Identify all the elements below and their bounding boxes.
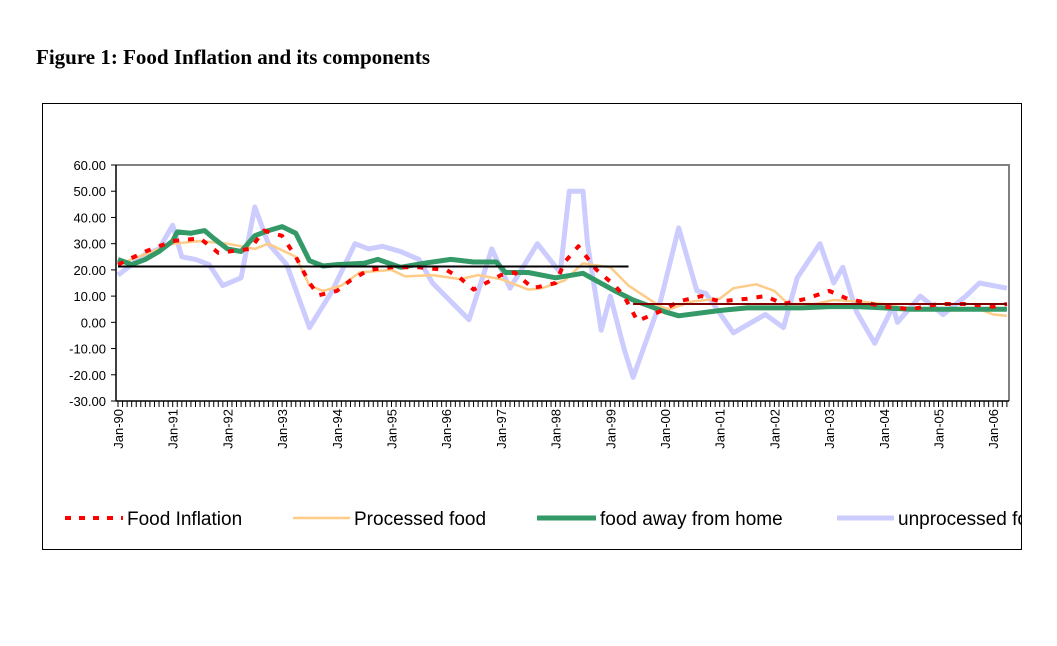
y-tick-label: 30.00 <box>73 237 106 252</box>
y-tick-label: -20.00 <box>69 368 106 383</box>
series-line-food-away-from-home <box>117 224 1007 319</box>
x-tick-label: Jan-97 <box>494 409 509 449</box>
x-tick-label: Jan-92 <box>220 409 235 449</box>
y-tick-label: -10.00 <box>69 342 106 357</box>
legend-label: Processed food <box>354 509 486 530</box>
x-tick-label: Jan-91 <box>166 409 181 449</box>
x-tick-label: Jan-02 <box>767 409 782 449</box>
y-tick-label: 20.00 <box>73 263 106 278</box>
series-line-food-inflation <box>117 228 1008 323</box>
chart-frame <box>42 103 1022 550</box>
x-tick-label: Jan-95 <box>385 409 400 449</box>
x-tick-label: Jan-98 <box>549 409 564 449</box>
x-tick-label: Jan-94 <box>330 409 345 449</box>
y-tick-label: 10.00 <box>73 289 106 304</box>
y-tick-label: 60.00 <box>73 158 106 173</box>
x-tick-label: Jan-03 <box>822 409 837 449</box>
legend-label: Food Inflation <box>127 509 242 530</box>
x-tick-label: Jan-93 <box>275 409 290 449</box>
x-tick-label: Jan-06 <box>986 409 1001 449</box>
series-line-unprocessed-food <box>116 188 1008 380</box>
y-tick-label: -30.00 <box>69 394 106 409</box>
y-tick-label: 50.00 <box>73 184 106 199</box>
plot-area-border <box>116 164 1010 401</box>
legend-label: unprocessed fo <box>898 509 1028 530</box>
x-tick-label: Jan-05 <box>932 409 947 449</box>
x-tick-label: Jan-99 <box>603 409 618 449</box>
legend-label: food away from home <box>600 509 783 530</box>
y-tick-label: 0.00 <box>81 315 106 330</box>
x-tick-label: Jan-96 <box>439 409 454 449</box>
x-tick-label: Jan-04 <box>877 409 892 449</box>
x-tick-label: Jan-00 <box>658 409 673 449</box>
x-tick-label: Jan-90 <box>111 409 126 449</box>
figure-title: Figure 1: Food Inflation and its compone… <box>36 45 430 69</box>
y-tick-label: 40.00 <box>73 210 106 225</box>
x-tick-label: Jan-01 <box>713 409 728 449</box>
